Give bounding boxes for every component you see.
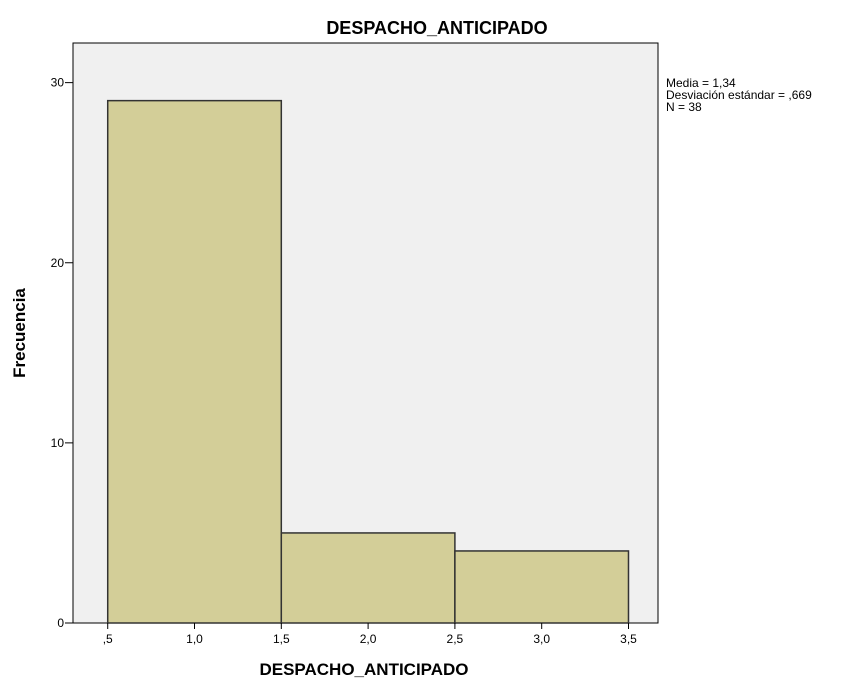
y-axis-label: Frecuencia xyxy=(10,288,29,378)
x-tick-label-4: 2,0 xyxy=(360,632,377,646)
x-tick-label-6: 3,0 xyxy=(533,632,550,646)
histogram-bar-3 xyxy=(454,550,630,624)
chart-title: DESPACHO_ANTICIPADO xyxy=(326,18,547,38)
stats-line-1: Media = 1,34 xyxy=(666,76,736,90)
y-tick-label-4: 30 xyxy=(51,76,65,90)
bars-group xyxy=(106,99,630,624)
stats-line-2: Desviación estándar = ,669 xyxy=(666,88,812,102)
stats-line-3: N = 38 xyxy=(666,100,702,114)
x-axis: ,5 1,0 1,5 2,0 2,5 3,0 3,5 xyxy=(103,623,637,646)
x-axis-label: DESPACHO_ANTICIPADO xyxy=(259,660,468,679)
histogram-bar-2 xyxy=(280,532,456,624)
x-tick-label-1: ,5 xyxy=(103,632,113,646)
y-tick-label-1: 0 xyxy=(57,616,64,630)
x-tick-label-5: 2,5 xyxy=(447,632,464,646)
x-tick-label-7: 3,5 xyxy=(620,632,637,646)
y-axis: 0 10 20 30 xyxy=(51,76,73,630)
histogram-bar-1 xyxy=(106,99,283,624)
y-tick-label-2: 10 xyxy=(51,436,65,450)
x-tick-label-2: 1,0 xyxy=(186,632,203,646)
x-tick-label-3: 1,5 xyxy=(273,632,290,646)
y-tick-label-3: 20 xyxy=(51,256,65,270)
